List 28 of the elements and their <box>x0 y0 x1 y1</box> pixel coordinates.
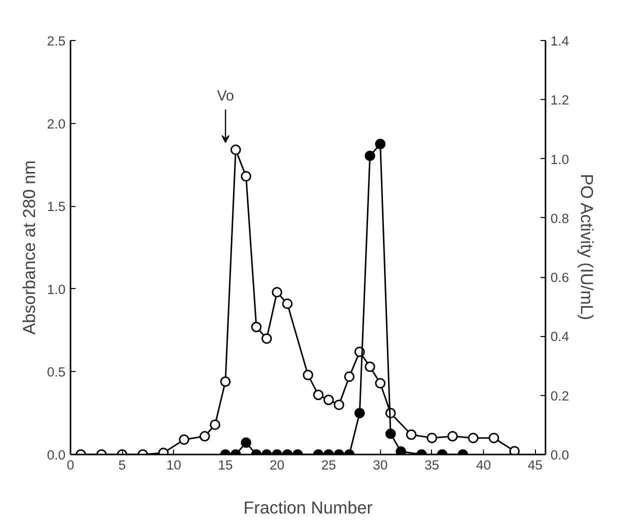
y-tick-label: 1.5 <box>46 199 66 214</box>
y-tick-label: 2.0 <box>46 116 66 132</box>
y-axis-title: Absorbance at 280 nm <box>18 160 39 335</box>
x-tick-label: 0 <box>66 458 74 472</box>
x-tick-label: 40 <box>476 458 491 472</box>
x-tick-label: 15 <box>218 458 233 472</box>
annotation: Vo <box>216 88 234 104</box>
x-tick-label: 25 <box>321 458 336 472</box>
y2-tick-label: 0.2 <box>550 388 570 404</box>
y2-tick-label: 1.4 <box>550 34 570 48</box>
x-tick-label: 10 <box>166 458 182 472</box>
y-tick-label: 1.0 <box>46 282 66 297</box>
x-tick-label: 5 <box>118 458 126 472</box>
y2-tick-label: 0.8 <box>550 210 570 226</box>
y-tick-label: 2.5 <box>46 34 66 48</box>
y2-tick-label: 0.0 <box>550 448 570 462</box>
x-tick-label: 35 <box>424 458 440 472</box>
x-tick-label: 20 <box>270 458 284 472</box>
y2-tick-label: 1.2 <box>550 92 570 108</box>
y2-tick-label: 0.6 <box>550 270 570 286</box>
x-axis-title: Fraction Number <box>243 498 373 518</box>
y2-tick-label: 1.0 <box>550 152 570 167</box>
x-tick-label: 30 <box>372 458 388 472</box>
y-tick-label: 0.5 <box>46 364 66 380</box>
y2-axis-title: PO Activity (IU/mL) <box>577 174 598 320</box>
y2-tick-label: 0.4 <box>550 329 570 344</box>
x-tick-label: 45 <box>528 458 543 472</box>
y-tick-label: 0.0 <box>46 448 66 462</box>
